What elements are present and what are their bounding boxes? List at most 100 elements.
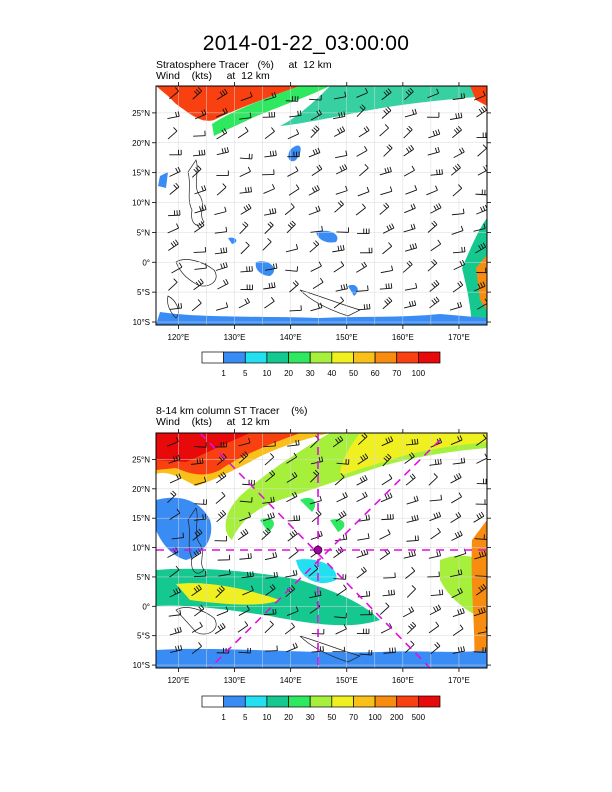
wind-barb xyxy=(476,453,487,464)
wind-barb xyxy=(239,186,252,194)
wind-barb xyxy=(216,606,229,617)
lon-label: 130°E xyxy=(224,333,246,342)
wind-barb xyxy=(287,515,301,522)
wind-barb xyxy=(284,203,295,216)
wind-barb xyxy=(476,204,487,215)
wind-barb xyxy=(360,609,373,616)
wind-barb xyxy=(451,530,463,541)
wind-barb xyxy=(286,220,296,234)
colorbar-label: 50 xyxy=(327,713,336,722)
wind-barb xyxy=(194,499,207,505)
wind-barb xyxy=(336,459,350,465)
wind-barb xyxy=(264,91,277,101)
wind-barb xyxy=(286,642,298,653)
wind-barb xyxy=(214,247,228,255)
wind-barb xyxy=(215,585,225,598)
wind-barb xyxy=(427,220,438,233)
wind-barb xyxy=(218,569,231,577)
wind-barb xyxy=(357,303,371,311)
wind-barb xyxy=(334,612,347,619)
wind-barb xyxy=(357,453,369,465)
lat-label: 5°S xyxy=(137,632,150,641)
wind-barb xyxy=(452,246,466,254)
panel-1-axes: 25°N 20°N 15°N 10°N 5°N 0° 5°S 10°S 120°E 130°E 14… xyxy=(132,82,491,342)
wind-barb xyxy=(381,513,394,521)
wind-barb xyxy=(379,202,390,215)
wind-barb xyxy=(380,186,393,196)
wind-barb xyxy=(239,497,253,503)
wind-barb xyxy=(381,106,392,119)
wind-barb xyxy=(286,491,298,503)
colorbar-swatch xyxy=(266,695,289,708)
wind-barb xyxy=(194,263,207,270)
wind-barb xyxy=(241,571,254,579)
lat-label: 0° xyxy=(142,258,150,267)
wind-barb xyxy=(332,244,345,253)
wind-barb xyxy=(333,111,346,120)
wind-barb xyxy=(357,514,370,522)
wind-barb xyxy=(240,241,250,255)
coastline xyxy=(167,159,361,319)
tracer-patch xyxy=(316,230,338,243)
wind-barb xyxy=(430,169,443,176)
wind-barb xyxy=(240,266,253,273)
wind-barb xyxy=(171,532,185,540)
tracer-patch xyxy=(255,261,275,276)
lat-label: 25°N xyxy=(132,455,150,464)
wind-barb xyxy=(475,571,487,577)
wind-barb xyxy=(264,297,275,309)
wind-barb xyxy=(238,297,250,309)
wind-barb xyxy=(428,473,438,486)
wind-barb xyxy=(238,605,250,616)
wind-barb xyxy=(169,182,180,195)
lat-label: 5°N xyxy=(137,573,151,582)
wind-barb xyxy=(335,164,348,175)
wind-barb xyxy=(356,88,368,98)
wind-barb xyxy=(452,280,464,293)
panel-2-colorbar: 1 5 10 20 30 50 70 100 200 500 xyxy=(201,695,441,722)
wind-barb xyxy=(262,111,276,118)
wind-barb xyxy=(429,604,442,616)
wind-barb xyxy=(356,104,366,117)
wind-barb xyxy=(383,647,396,654)
wind-barb xyxy=(450,472,462,484)
wind-barb xyxy=(264,620,274,634)
panel-2-plot-area xyxy=(156,433,487,668)
colorbar-swatch xyxy=(374,695,398,708)
colorbar-label: 40 xyxy=(327,369,336,378)
wind-barb xyxy=(169,626,182,636)
wind-barb xyxy=(216,510,227,523)
wind-barb xyxy=(264,552,278,561)
wind-barb xyxy=(311,164,323,177)
wind-barb xyxy=(191,642,202,655)
wind-barb xyxy=(475,499,487,505)
lat-label: 5°N xyxy=(137,228,151,237)
wind-barb xyxy=(168,278,178,291)
wind-barb xyxy=(310,125,320,139)
wind-barb xyxy=(242,479,255,486)
colorbar-swatch xyxy=(244,695,268,708)
colorbar-swatch xyxy=(353,695,376,708)
wind-barb xyxy=(403,125,413,139)
wind-barb xyxy=(335,283,348,292)
wind-barb xyxy=(215,491,226,504)
lat-label: 20°N xyxy=(132,485,150,494)
wind-barb xyxy=(264,608,277,616)
cross-section-center-marker xyxy=(313,545,323,555)
wind-barb xyxy=(452,457,466,465)
wind-barb xyxy=(473,281,486,292)
wind-barb xyxy=(262,512,275,522)
wind-barb xyxy=(473,90,486,101)
wind-barb xyxy=(239,553,252,560)
wind-barb xyxy=(194,221,205,233)
colorbar-label: 70 xyxy=(349,713,358,722)
wind-barb xyxy=(171,262,183,274)
wind-barb xyxy=(452,607,465,618)
wind-barb xyxy=(336,584,347,596)
tracer-south-core xyxy=(176,583,280,605)
wind-barb xyxy=(194,513,207,521)
wind-barb xyxy=(427,88,440,99)
wind-barb xyxy=(334,534,348,542)
